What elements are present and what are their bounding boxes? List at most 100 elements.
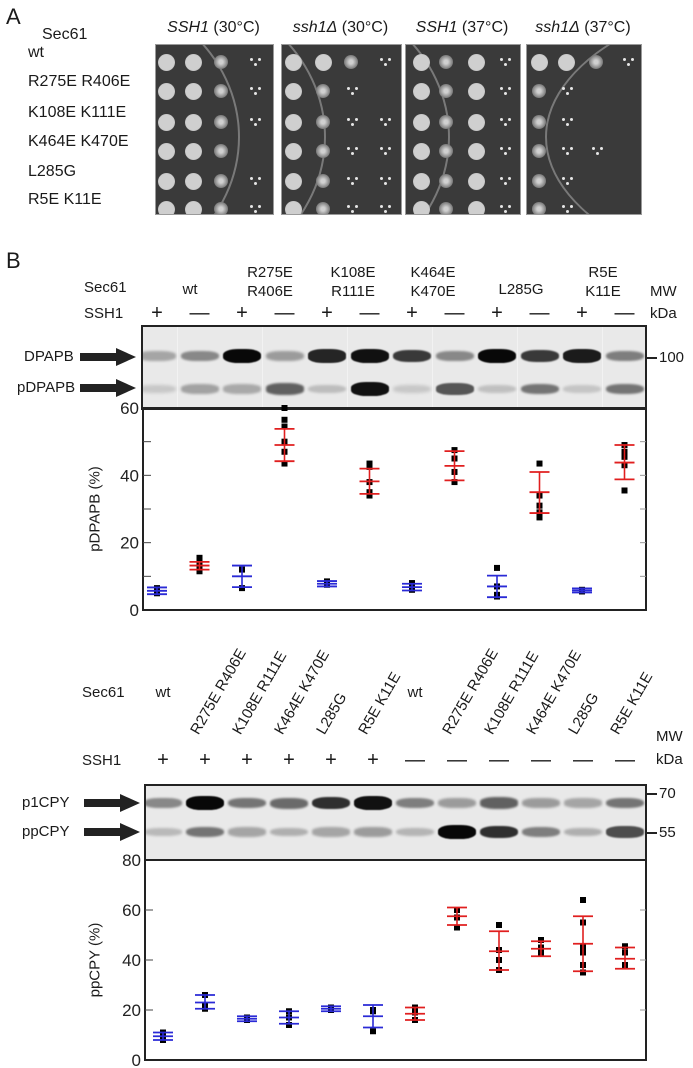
colony <box>355 205 358 208</box>
data-group <box>274 405 295 467</box>
colony <box>504 152 507 155</box>
yeast-spot <box>214 144 228 158</box>
strain-row-label: wt <box>28 44 44 61</box>
data-point <box>366 492 373 499</box>
colony <box>508 147 511 150</box>
sec61-variant-line1: R5E <box>588 264 618 281</box>
data-point <box>454 924 460 931</box>
colony <box>508 205 511 208</box>
yeast-spot <box>184 82 202 100</box>
plate-genotype: SSH1 <box>415 19 458 36</box>
strain-row-label: K464E K470E <box>28 133 129 150</box>
yeast-spot <box>157 53 175 71</box>
colony <box>258 177 261 180</box>
colony <box>500 177 503 180</box>
data-group <box>363 1004 383 1035</box>
ssh1-plus-sign: + <box>576 302 588 324</box>
colony <box>631 58 634 61</box>
sec61-variant-line1: R275E <box>247 264 293 281</box>
data-group <box>359 460 380 499</box>
yeast-spot <box>532 202 546 214</box>
colony <box>566 92 569 95</box>
plate-condition-header: SSH1 (30°C) <box>167 20 260 36</box>
data-point <box>496 922 502 928</box>
plate-condition-header: SSH1 (37°C) <box>416 20 509 36</box>
colony <box>508 87 511 90</box>
colony <box>347 177 350 180</box>
plate-temperature: (30°C) <box>337 19 389 36</box>
yeast-spot <box>412 82 430 100</box>
protein-band <box>396 797 434 809</box>
band-label-pdpapb: pDPAPB <box>17 379 76 396</box>
colony <box>250 205 253 208</box>
data-group <box>321 1004 341 1013</box>
y-tick-label: 80 <box>122 851 141 870</box>
colony <box>380 205 383 208</box>
colony <box>570 205 573 208</box>
protein-band <box>180 350 219 362</box>
colony <box>347 205 350 208</box>
data-point <box>580 969 586 976</box>
data-group <box>572 586 592 595</box>
colony <box>562 177 565 180</box>
protein-band <box>223 384 261 394</box>
ssh1-plus-sign: + <box>491 302 503 324</box>
yeast-spot <box>214 84 228 98</box>
yeast-spot <box>284 82 302 100</box>
y-tick-label: 40 <box>120 466 139 485</box>
colony <box>355 177 358 180</box>
yeast-spot <box>439 202 453 214</box>
data-point <box>281 423 288 430</box>
colony <box>254 92 257 95</box>
yeast-spot-plate <box>526 44 642 215</box>
protein-band <box>522 826 560 838</box>
ssh1-plus-sign: + <box>151 302 163 324</box>
colony <box>500 205 503 208</box>
sec61-variant-line2: K11E <box>585 283 621 300</box>
protein-band <box>605 383 644 395</box>
y-tick-label: 20 <box>120 534 139 553</box>
data-point <box>621 487 628 494</box>
plate-genotype: ssh1Δ <box>535 19 580 36</box>
protein-band <box>228 797 266 809</box>
yeast-spot-plate <box>155 44 274 215</box>
marker-tick <box>647 832 657 834</box>
dpapb-kda-label: kDa <box>650 305 677 322</box>
colony <box>596 152 599 155</box>
protein-band <box>228 827 266 837</box>
dpapb-western-blot <box>141 325 647 410</box>
data-point <box>494 564 500 571</box>
cpy-western-blot <box>144 784 647 861</box>
colony <box>566 123 569 126</box>
yeast-spot <box>467 82 485 100</box>
data-group <box>317 578 337 588</box>
yeast-spot <box>184 142 202 160</box>
dpapb-ssh1-label: SSH1 <box>84 305 124 322</box>
yeast-spot <box>439 84 453 98</box>
colony <box>250 118 253 121</box>
data-point <box>366 460 373 467</box>
data-point <box>239 585 245 592</box>
colony <box>254 210 257 213</box>
colony <box>384 182 387 185</box>
colony <box>504 182 507 185</box>
colony <box>347 87 350 90</box>
data-point <box>580 897 586 903</box>
protein-band <box>606 826 644 838</box>
protein-band <box>435 350 474 362</box>
colony <box>355 147 358 150</box>
yeast-spot <box>412 113 430 131</box>
band-label-p1cpy: p1CPY <box>22 794 70 811</box>
protein-band <box>186 796 224 810</box>
ssh1-plus-sign: + <box>157 749 169 771</box>
colony <box>500 118 503 121</box>
yeast-spot <box>467 172 485 190</box>
plate-rim <box>282 45 326 214</box>
colony <box>347 147 350 150</box>
protein-band <box>563 384 601 394</box>
protein-band <box>308 384 346 394</box>
colony <box>384 63 387 66</box>
yeast-spot <box>467 53 485 71</box>
data-point <box>281 405 288 411</box>
